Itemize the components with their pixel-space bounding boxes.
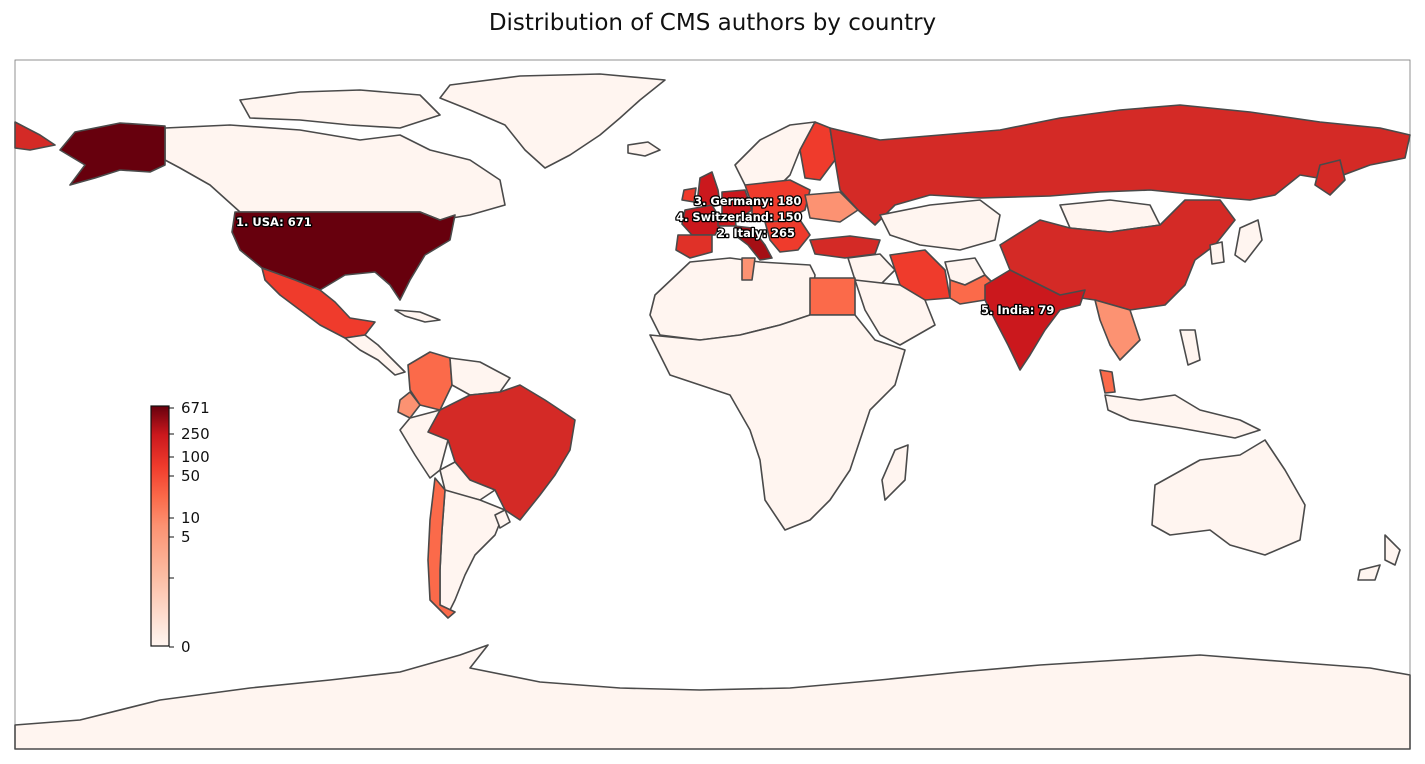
colorbar-tick-label: 0 <box>181 638 191 656</box>
annotation-italy: 2. Italy: 265 <box>717 226 795 240</box>
colorbar-tick-label: 10 <box>181 509 200 527</box>
country-egypt <box>809 277 856 316</box>
country-malaysia <box>1099 369 1116 394</box>
country-ecuador <box>397 391 421 419</box>
country-canada-islands <box>239 89 441 129</box>
country-central-america <box>344 334 406 376</box>
country-ireland <box>681 187 697 203</box>
country-usa <box>231 211 456 301</box>
country-cuba <box>394 309 441 323</box>
country-balkans <box>764 219 811 253</box>
annotation-switzerland: 4. Switzerland: 150 <box>676 210 802 224</box>
colorbar-gradient <box>150 405 170 647</box>
annotation-germany: 3. Germany: 180 <box>694 194 801 208</box>
country-chile <box>427 477 456 619</box>
country-ukraine <box>804 191 859 223</box>
country-korea <box>1209 241 1225 265</box>
country-philippines <box>1179 329 1201 366</box>
annotation-usa: 1. USA: 671 <box>236 215 312 229</box>
country-kazakhstan <box>879 199 1001 251</box>
country-greenland <box>439 73 666 169</box>
country-indonesia <box>1104 394 1261 439</box>
country-canada <box>164 124 506 221</box>
country-new-zealand <box>1357 534 1401 581</box>
country-saudi-arabia <box>854 279 936 346</box>
colorbar-tick-label: 50 <box>181 467 200 485</box>
annotation-india: 5. India: 79 <box>981 303 1054 317</box>
colorbar-tick-label: 100 <box>181 448 210 466</box>
map-title: Distribution of CMS authors by country <box>488 10 937 36</box>
country-alaska <box>59 122 166 186</box>
country-russia-east-fragment <box>14 121 56 151</box>
country-uk <box>697 171 721 209</box>
country-colombia <box>407 351 453 411</box>
country-central-africa <box>649 314 906 531</box>
colorbar-tick-label: 671 <box>181 399 210 417</box>
country-germany <box>721 189 753 219</box>
country-tunisia <box>741 257 756 281</box>
country-australia <box>1151 439 1306 556</box>
country-iraq-syria <box>847 253 896 286</box>
country-antarctica <box>14 644 1411 750</box>
colorbar-tick-label: 5 <box>181 528 191 546</box>
country-argentina <box>439 489 506 611</box>
country-madagascar <box>881 444 909 501</box>
country-iceland <box>627 141 661 157</box>
country-southeast-asia <box>1094 299 1141 361</box>
country-brazil <box>427 384 576 521</box>
country-poland-east-europe <box>744 179 811 223</box>
country-italy <box>734 225 773 261</box>
colorbar-tick-label: 250 <box>181 425 210 443</box>
country-uruguay <box>494 509 511 529</box>
country-russia <box>829 104 1411 226</box>
country-spain <box>675 234 713 259</box>
country-russia-kamchatka <box>1314 159 1346 196</box>
country-france <box>681 204 723 236</box>
country-india <box>984 269 1086 371</box>
country-venezuela <box>449 357 511 396</box>
country-japan <box>1234 219 1263 263</box>
